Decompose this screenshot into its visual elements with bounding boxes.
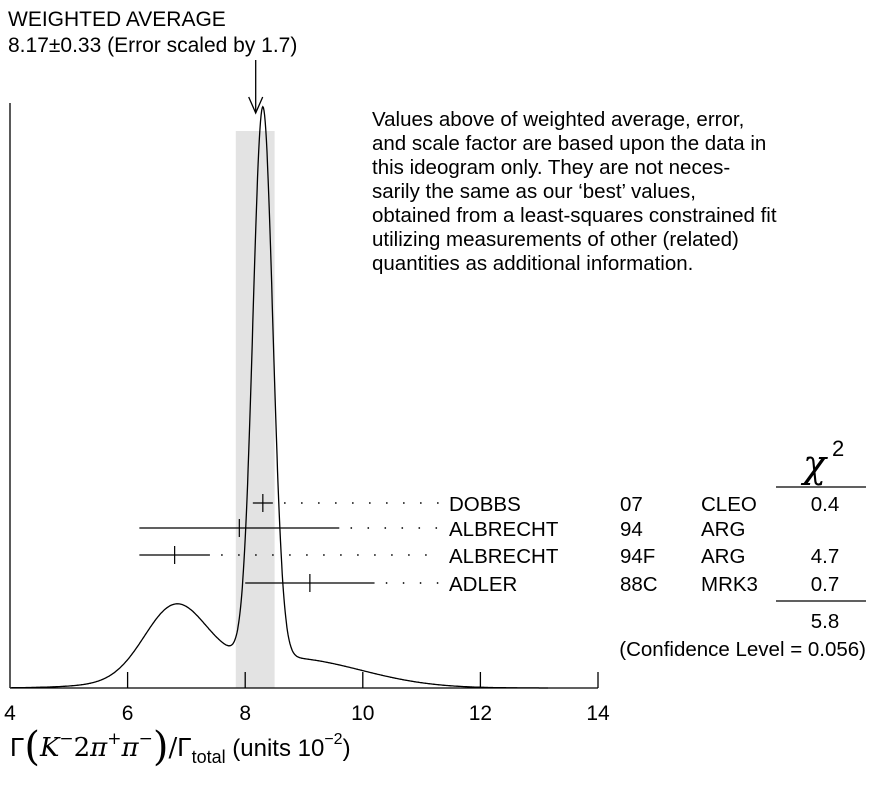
leader-dot: [408, 554, 410, 556]
leader-dot: [385, 582, 388, 584]
note-line: sarily the same as our ‘best’ values,: [372, 180, 696, 203]
row-experiment: ARG: [701, 545, 745, 568]
x-axis-ticks: [126, 672, 599, 688]
weighted-average-band: [235, 131, 275, 688]
x-tick-label: 12: [469, 702, 492, 725]
leader-dot: [340, 554, 342, 556]
leader-dot: [402, 502, 405, 504]
row-chi2: 0.7: [811, 573, 840, 596]
note-line: this ideogram only. They are not neces-: [372, 156, 731, 179]
x-tick-label: 14: [586, 702, 610, 725]
leader-dot: [385, 502, 388, 504]
row-author: ALBRECHT: [449, 545, 559, 568]
leader-dot: [391, 554, 393, 556]
note-line: utilizing measurements of other (related…: [372, 228, 739, 251]
leader-dot: [255, 554, 257, 556]
confidence-level: (Confidence Level = 0.056): [619, 638, 866, 661]
leader-dot: [221, 554, 223, 556]
note-line: quantities as additional information.: [372, 252, 694, 275]
measurement-table: DOBBS 07 CLEO 0.4 ALBRECHT 94 ARG ALBRECHT 94F AR…: [449, 493, 839, 596]
row-chi2: 0.4: [811, 493, 840, 516]
row-year: 94F: [620, 545, 655, 568]
leader-dot: [402, 582, 405, 584]
row-experiment: CLEO: [701, 493, 757, 516]
leader-dot: [436, 582, 439, 584]
leader-dot: [272, 554, 274, 556]
leader-dot: [317, 502, 320, 504]
leader-dot: [419, 582, 422, 584]
note-line: obtained from a least-squares constraine…: [372, 204, 777, 227]
weighted-average-value: 8.17±0.33 (Error scaled by 1.7): [8, 34, 297, 57]
x-axis-label: Γ(K−2π+π−)/Γtotal (units 10−2): [10, 724, 351, 770]
leader-dot: [425, 554, 427, 556]
row-experiment: ARG: [701, 518, 745, 541]
explanatory-note: Values above of weighted average, error,…: [372, 108, 862, 276]
leader-dot: [283, 502, 286, 504]
leader-dot: [323, 554, 325, 556]
row-experiment: MRK3: [701, 573, 758, 596]
row-chi2: 4.7: [811, 545, 840, 568]
leader-dot: [368, 502, 371, 504]
leader-dot: [351, 502, 354, 504]
x-tick-label: 4: [4, 702, 16, 725]
leader-dot: [418, 527, 421, 529]
row-author: DOBBS: [449, 493, 521, 516]
row-year: 07: [620, 493, 643, 516]
ideogram-curve: [11, 105, 548, 689]
leader-dot: [238, 554, 240, 556]
leader-dot: [289, 554, 291, 556]
note-line: Values above of weighted average, error,: [372, 108, 745, 131]
measurement-error-bars: [139, 494, 439, 592]
leader-dot: [300, 502, 303, 504]
leader-dot: [419, 502, 422, 504]
row-year: 88C: [620, 573, 658, 596]
leader-dot: [401, 527, 404, 529]
chi2-total: 5.8: [811, 610, 840, 633]
leader-dot: [435, 527, 438, 529]
x-tick-label: 6: [122, 702, 134, 725]
row-year: 94: [620, 518, 643, 541]
chi2-header: χ: [800, 442, 828, 486]
leader-dot: [384, 527, 387, 529]
x-tick-label: 10: [351, 702, 374, 725]
leader-dot: [357, 554, 359, 556]
weighted-average-label: WEIGHTED AVERAGE: [8, 8, 226, 31]
chi2-superscript: 2: [832, 436, 844, 461]
leader-dot: [367, 527, 370, 529]
leader-dot: [436, 502, 439, 504]
leader-dot: [350, 527, 353, 529]
row-author: ALBRECHT: [449, 518, 559, 541]
leader-dot: [334, 502, 337, 504]
row-author: ADLER: [449, 573, 517, 596]
weighted-average-arrow: [248, 60, 264, 115]
leader-dot: [374, 554, 376, 556]
x-tick-label: 8: [239, 702, 251, 725]
note-line: and scale factor are based upon the data…: [372, 132, 767, 155]
leader-dot: [306, 554, 308, 556]
x-axis-tick-labels: 4 6 8 10 12 14: [4, 702, 610, 725]
